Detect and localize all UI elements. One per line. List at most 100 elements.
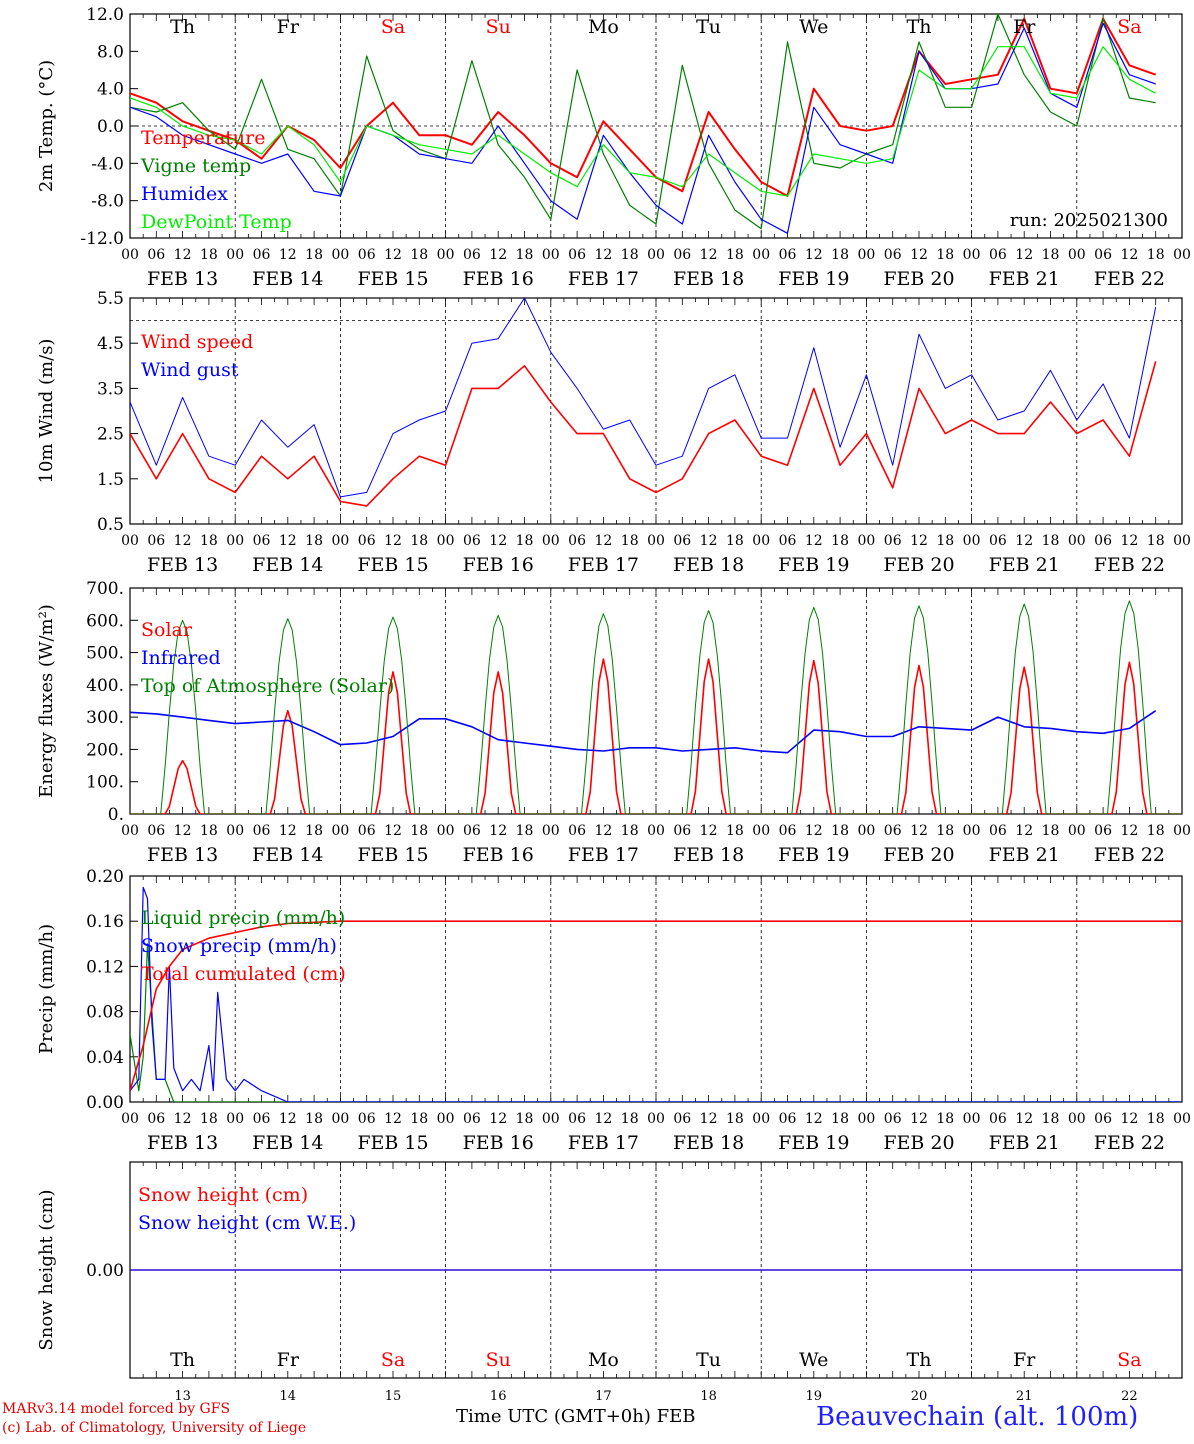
x-hour-label: 18	[621, 533, 639, 549]
y-tick-label: 0.08	[86, 1003, 124, 1023]
legend-entry: Snow precip (mm/h)	[141, 935, 337, 957]
legend-entry: DewPoint Temp	[141, 211, 292, 233]
x-hour-label: 12	[910, 823, 928, 839]
y-tick-label: 600.	[86, 611, 124, 631]
weekday-label: Fr	[1013, 16, 1036, 38]
x-date-label: FEB 19	[778, 844, 849, 866]
weekday-label-bottom: Fr	[277, 1349, 300, 1371]
series-humidex	[130, 22, 1156, 234]
x-hour-label: 18	[936, 823, 954, 839]
weekday-label: Th	[170, 16, 195, 38]
x-date-label: FEB 21	[989, 844, 1060, 866]
x-hour-label: 12	[700, 247, 718, 263]
day-number-label: 22	[1121, 1389, 1138, 1404]
x-hour-label: 18	[516, 823, 534, 839]
x-hour-label: 12	[384, 533, 402, 549]
legend-entry: Wind speed	[141, 331, 253, 353]
legend-entry: Wind gust	[141, 359, 239, 381]
x-hour-label: 06	[673, 1111, 691, 1127]
x-hour-label: 06	[884, 247, 902, 263]
series-snow-precip-mm-h	[130, 886, 1182, 1102]
y-tick-label: 0.	[108, 805, 124, 825]
x-hour-label: 06	[358, 247, 376, 263]
x-hour-label: 00	[752, 533, 770, 549]
y-axis-label: Energy fluxes (W/m²)	[36, 604, 57, 798]
x-hour-label: 12	[1120, 1111, 1138, 1127]
legend-entry: Infrared	[141, 647, 221, 669]
x-hour-label: 18	[305, 823, 323, 839]
x-hour-label: 00	[647, 823, 665, 839]
weekday-label: We	[799, 16, 828, 38]
series-infrared	[130, 710, 1157, 754]
x-hour-label: 12	[805, 1111, 823, 1127]
x-hour-label: 00	[857, 533, 875, 549]
x-hour-label: 00	[542, 247, 560, 263]
legend-entry: Snow height (cm W.E.)	[138, 1212, 356, 1234]
x-hour-label: 18	[831, 1111, 849, 1127]
weekday-label-bottom: Su	[486, 1349, 511, 1371]
y-tick-label: 0.00	[86, 1093, 124, 1113]
day-number-label: 19	[806, 1389, 823, 1404]
x-date-label: FEB 14	[252, 554, 323, 576]
x-date-label: FEB 16	[463, 844, 534, 866]
x-hour-label: 12	[805, 823, 823, 839]
x-hour-label: 12	[384, 247, 402, 263]
y-tick-label: 400.	[86, 676, 124, 696]
legend-entry: Top of Atmosphere (Solar)	[141, 675, 394, 697]
weekday-label: Th	[907, 16, 932, 38]
x-hour-label: 12	[910, 533, 928, 549]
x-hour-label: 06	[147, 533, 165, 549]
x-hour-label: 06	[253, 823, 271, 839]
x-date-label: FEB 14	[252, 1132, 323, 1154]
y-tick-label: 3.5	[97, 379, 124, 399]
x-date-label: FEB 13	[147, 844, 218, 866]
x-hour-label: 06	[1094, 533, 1112, 549]
x-date-label: FEB 22	[1094, 1132, 1165, 1154]
x-hour-label: 00	[121, 823, 139, 839]
x-date-label: FEB 20	[883, 1132, 954, 1154]
station-label: Beauvechain (alt. 100m)	[816, 1402, 1139, 1432]
series-group	[130, 14, 1157, 234]
legend-entry: Temperature	[141, 127, 265, 149]
y-tick-label: 5.5	[97, 289, 124, 309]
x-hour-label: 12	[1120, 823, 1138, 839]
y-axis-label: Precip (mm/h)	[36, 924, 57, 1054]
x-hour-label: 12	[1120, 533, 1138, 549]
x-hour-label: 18	[305, 1111, 323, 1127]
panel-2: 5.5 4.5 3.5 2.5 1.5 0.5 10m Wind (m/s) 00 06 12 18…	[36, 289, 1191, 576]
y-tick-label: 0.00	[86, 1261, 124, 1281]
x-hour-label: 06	[568, 823, 586, 839]
x-hour-label: 18	[936, 1111, 954, 1127]
x-hour-label: 18	[1042, 533, 1060, 549]
x-hour-label: 18	[831, 823, 849, 839]
x-hour-label: 12	[279, 533, 297, 549]
x-hour-label: 00	[331, 247, 349, 263]
x-date-label: FEB 17	[568, 554, 639, 576]
x-date-label: FEB 21	[989, 1132, 1060, 1154]
y-tick-label: 4.0	[97, 80, 124, 100]
x-hour-label: 12	[1015, 823, 1033, 839]
x-hour-label: 18	[621, 247, 639, 263]
x-hour-label: 18	[410, 247, 428, 263]
x-hour-label: 00	[752, 247, 770, 263]
x-date-label: FEB 22	[1094, 268, 1165, 290]
x-hour-label: 12	[805, 533, 823, 549]
x-hour-label: 12	[174, 823, 192, 839]
panel-5: 0.00 Snow height (cm) Snow height (cm) Snow…	[36, 1161, 1183, 1379]
x-hour-label: 00	[1173, 823, 1191, 839]
x-date-label: FEB 18	[673, 554, 744, 576]
x-hour-label: 00	[226, 1111, 244, 1127]
weekday-label: Sa	[381, 16, 405, 38]
series-dewpoint-temp	[130, 46, 1156, 197]
day-number-label: 14	[280, 1389, 297, 1404]
series-vigne-temp	[130, 14, 1156, 230]
x-hour-label: 00	[1173, 1111, 1191, 1127]
x-date-label: FEB 20	[883, 844, 954, 866]
x-hour-label: 06	[779, 533, 797, 549]
x-hour-label: 00	[1173, 533, 1191, 549]
legend-entry: Vigne temp	[140, 155, 251, 177]
x-hour-label: 06	[884, 533, 902, 549]
x-hour-label: 00	[857, 823, 875, 839]
y-tick-label: 0.16	[86, 912, 124, 932]
